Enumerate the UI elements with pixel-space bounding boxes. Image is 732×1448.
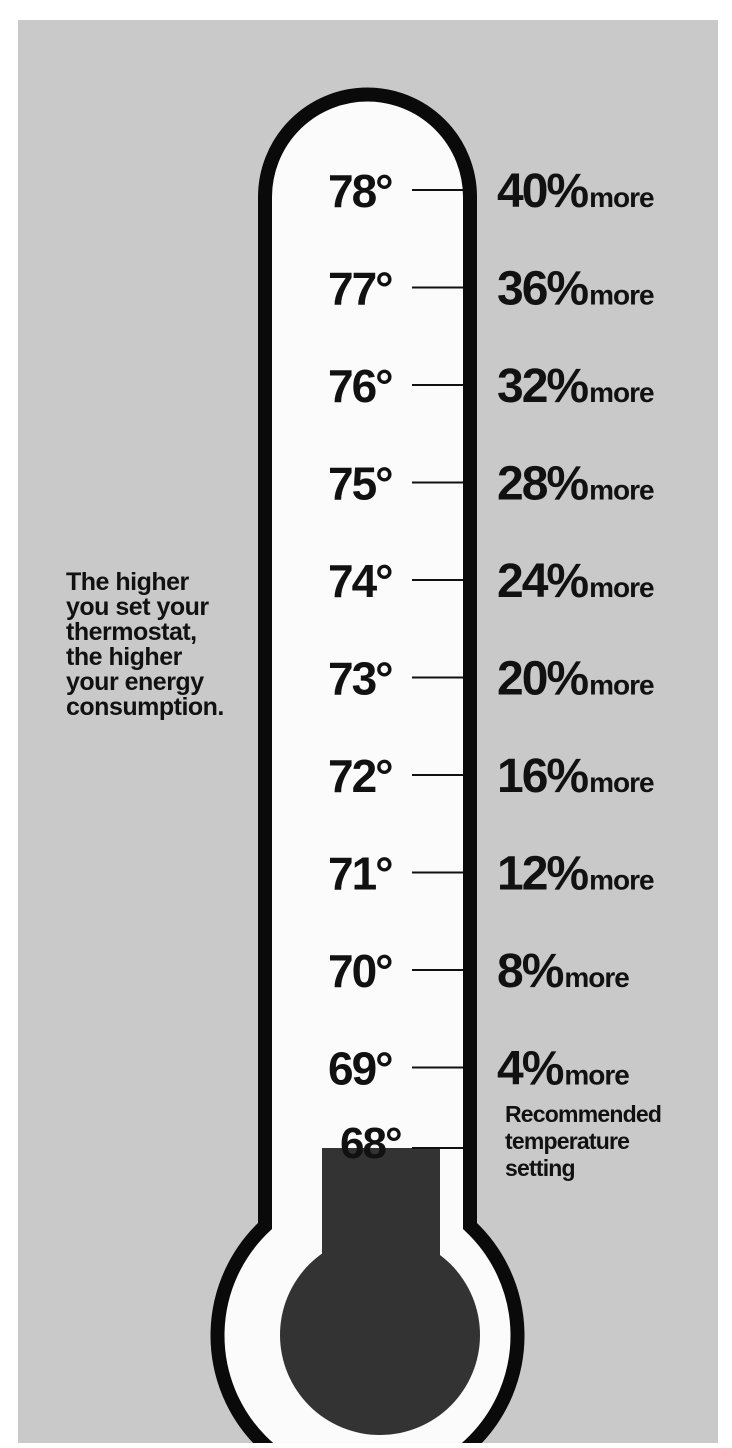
temperature: 73° (328, 653, 392, 705)
temperature: 78° (328, 165, 392, 217)
recommended-temperature: 68° (340, 1119, 401, 1168)
percent: 20% (497, 653, 588, 706)
more-label: more (589, 767, 654, 798)
mercury-bulb (280, 1235, 480, 1435)
percent: 16% (497, 750, 588, 803)
temperature: 70° (328, 945, 392, 997)
more-label: more (589, 865, 654, 896)
more-label: more (589, 280, 654, 311)
temperature: 76° (328, 360, 392, 412)
percent: 12% (497, 848, 588, 901)
caption-line: The higher (66, 568, 190, 596)
percent: 36% (497, 263, 588, 316)
caption-line: the higher (66, 643, 183, 671)
temperature: 69° (328, 1043, 392, 1095)
temperature: 71° (328, 848, 392, 900)
more-label: more (564, 962, 629, 993)
caption-line: consumption. (66, 693, 224, 721)
percent: 40% (497, 165, 588, 218)
more-label: more (589, 572, 654, 603)
more-label: more (589, 182, 654, 213)
percent: 32% (497, 360, 588, 413)
percent: 8% (497, 945, 564, 998)
caption-line: your energy (66, 668, 204, 696)
temperature: 74° (328, 555, 392, 607)
infographic: The higheryou set yourthermostat,the hig… (0, 0, 732, 1443)
more-label: more (589, 377, 654, 408)
caption-line: you set your (66, 593, 209, 621)
recommended-label: Recommended (505, 1101, 661, 1127)
temperature: 77° (328, 263, 392, 315)
more-label: more (589, 475, 654, 506)
caption-line: thermostat, (66, 618, 197, 646)
percent: 28% (497, 458, 588, 511)
percent: 4% (497, 1043, 564, 1096)
more-label: more (589, 670, 654, 701)
percent: 24% (497, 555, 588, 608)
recommended-label: temperature (505, 1128, 629, 1154)
more-label: more (564, 1060, 629, 1091)
recommended-label: setting (505, 1155, 575, 1181)
temperature: 72° (328, 750, 392, 802)
temperature: 75° (328, 458, 392, 510)
